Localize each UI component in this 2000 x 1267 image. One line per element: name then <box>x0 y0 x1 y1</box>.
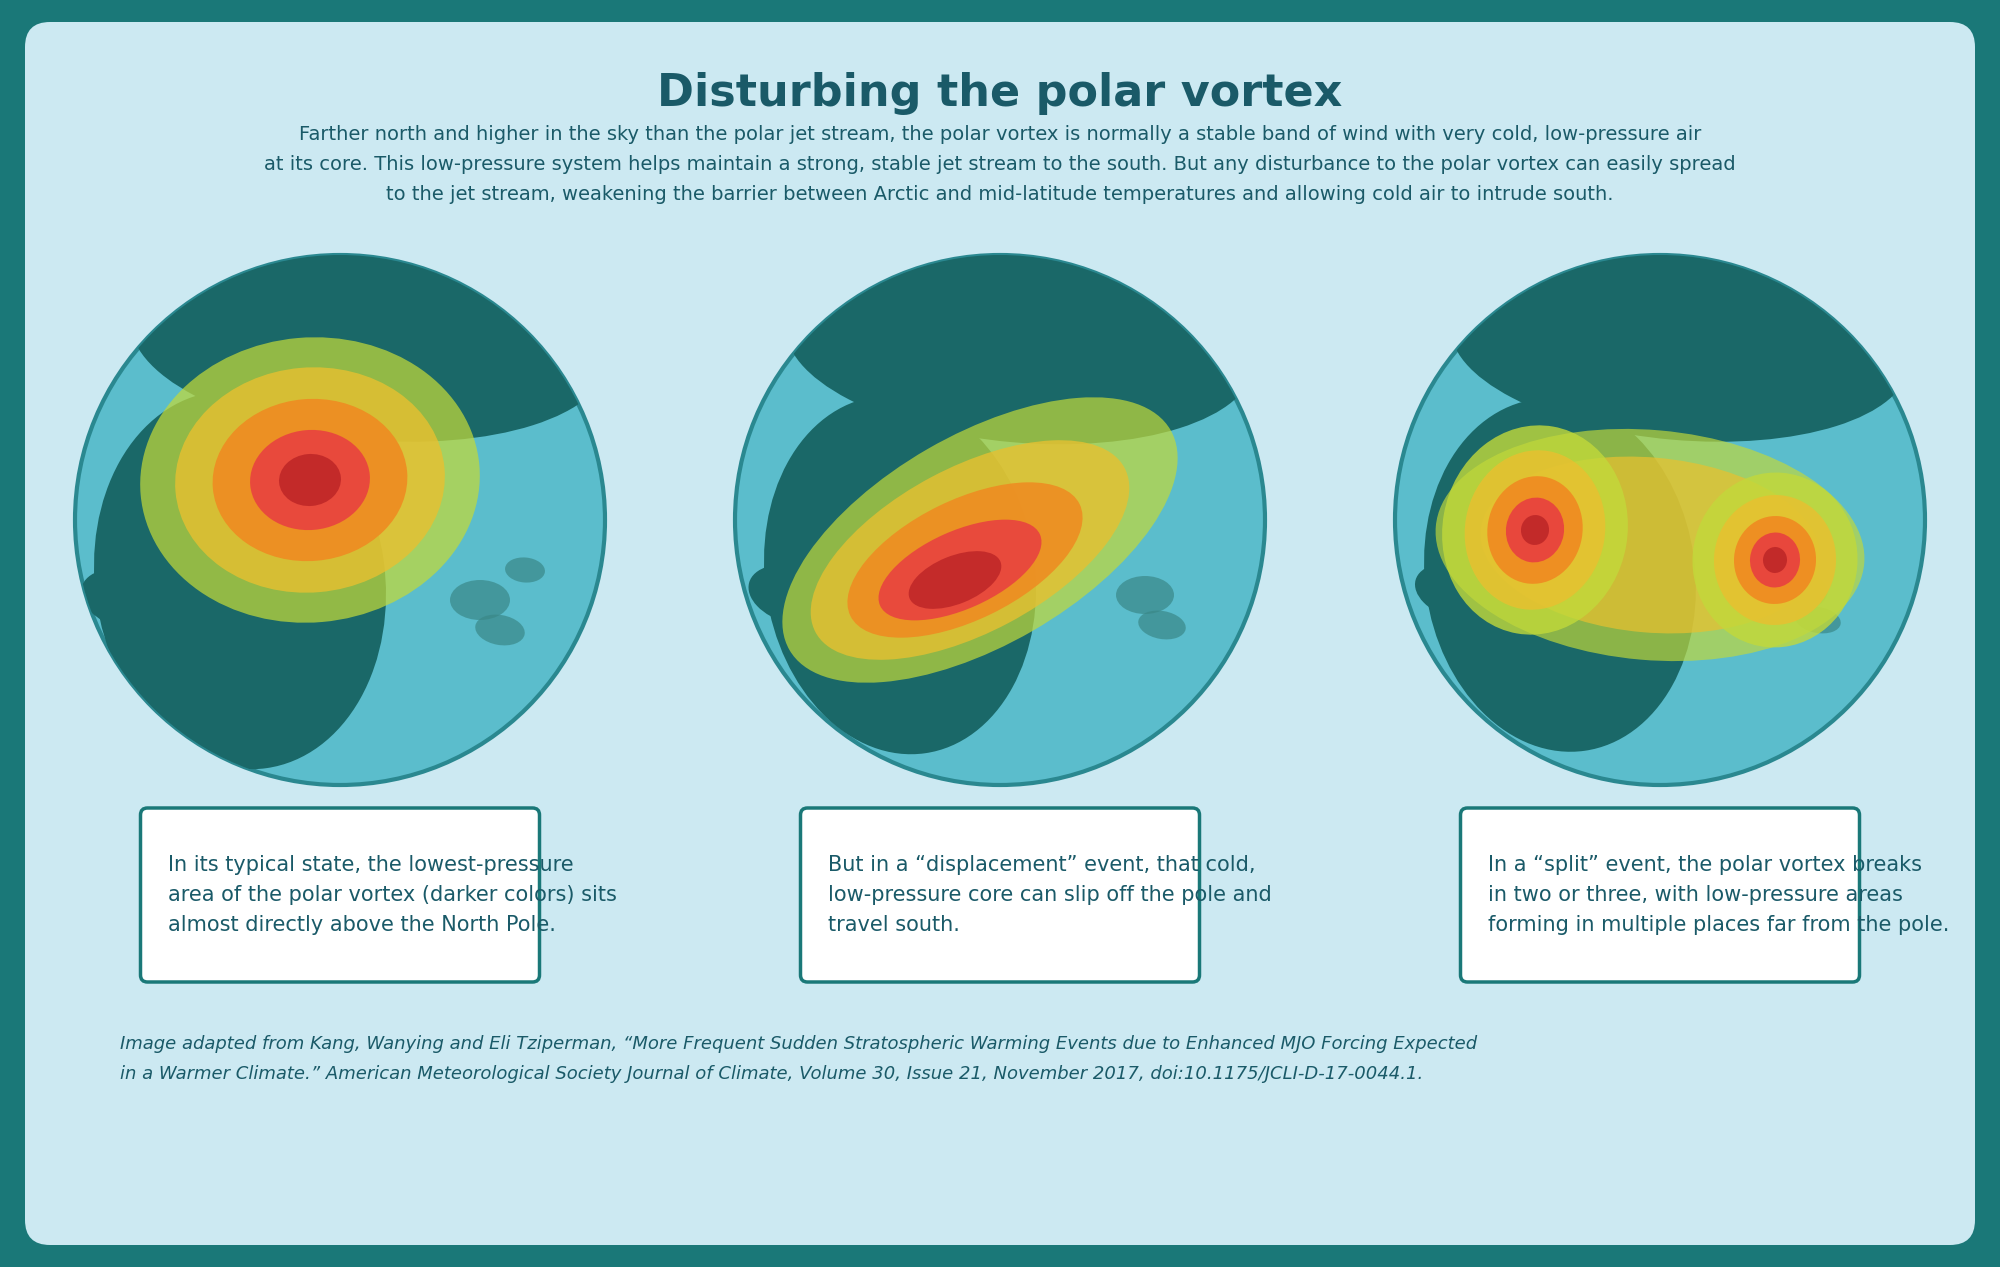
Ellipse shape <box>1450 248 1910 442</box>
Ellipse shape <box>82 569 178 632</box>
Text: at its core. This low-pressure system helps maintain a strong, stable jet stream: at its core. This low-pressure system he… <box>264 155 1736 174</box>
Ellipse shape <box>1714 495 1836 625</box>
Ellipse shape <box>748 564 842 626</box>
Ellipse shape <box>1436 430 1864 661</box>
Ellipse shape <box>212 399 408 561</box>
Text: But in a “displacement” event, that cold,
low-pressure core can slip off the pol: But in a “displacement” event, that cold… <box>828 855 1272 935</box>
Circle shape <box>736 255 1266 786</box>
FancyBboxPatch shape <box>140 808 540 982</box>
FancyBboxPatch shape <box>24 22 1976 1245</box>
Ellipse shape <box>94 390 386 769</box>
Ellipse shape <box>764 395 1036 754</box>
Ellipse shape <box>176 367 444 593</box>
Ellipse shape <box>1424 398 1696 751</box>
Text: In its typical state, the lowest-pressure
area of the polar vortex (darker color: In its typical state, the lowest-pressur… <box>168 855 616 935</box>
Ellipse shape <box>1480 456 1820 634</box>
Ellipse shape <box>878 519 1042 621</box>
Text: Farther north and higher in the sky than the polar jet stream, the polar vortex : Farther north and higher in the sky than… <box>298 125 1702 144</box>
Ellipse shape <box>1734 516 1816 604</box>
Text: Disturbing the polar vortex: Disturbing the polar vortex <box>658 72 1342 115</box>
Ellipse shape <box>1762 547 1788 573</box>
FancyBboxPatch shape <box>1460 808 1860 982</box>
Ellipse shape <box>1692 473 1858 647</box>
Ellipse shape <box>1442 426 1628 635</box>
Ellipse shape <box>782 398 1178 683</box>
Ellipse shape <box>1506 498 1564 563</box>
Ellipse shape <box>450 580 510 620</box>
Text: Image adapted from Kang, Wanying and Eli Tziperman, “More Frequent Sudden Strato: Image adapted from Kang, Wanying and Eli… <box>120 1035 1478 1053</box>
Ellipse shape <box>1796 607 1840 634</box>
Text: to the jet stream, weakening the barrier between Arctic and mid-latitude tempera: to the jet stream, weakening the barrier… <box>386 185 1614 204</box>
Ellipse shape <box>250 430 370 530</box>
Ellipse shape <box>140 337 480 622</box>
Ellipse shape <box>810 440 1130 660</box>
Ellipse shape <box>1416 563 1504 621</box>
Ellipse shape <box>1116 576 1174 614</box>
Ellipse shape <box>1488 476 1582 584</box>
Ellipse shape <box>476 614 524 645</box>
Ellipse shape <box>130 238 610 442</box>
Text: in a Warmer Climate.” American Meteorological Society Journal of Climate, Volume: in a Warmer Climate.” American Meteorolo… <box>120 1066 1424 1083</box>
Text: In a “split” event, the polar vortex breaks
in two or three, with low-pressure a: In a “split” event, the polar vortex bre… <box>1488 855 1948 935</box>
Ellipse shape <box>1138 611 1186 640</box>
Ellipse shape <box>848 483 1082 637</box>
Ellipse shape <box>1750 532 1800 588</box>
Circle shape <box>1396 255 1924 786</box>
Ellipse shape <box>908 551 1002 609</box>
Ellipse shape <box>1520 514 1550 545</box>
Ellipse shape <box>280 454 340 506</box>
Ellipse shape <box>1464 450 1606 609</box>
Ellipse shape <box>506 557 544 583</box>
Ellipse shape <box>786 246 1254 445</box>
Circle shape <box>76 255 604 786</box>
Ellipse shape <box>1772 574 1828 609</box>
FancyBboxPatch shape <box>800 808 1200 982</box>
